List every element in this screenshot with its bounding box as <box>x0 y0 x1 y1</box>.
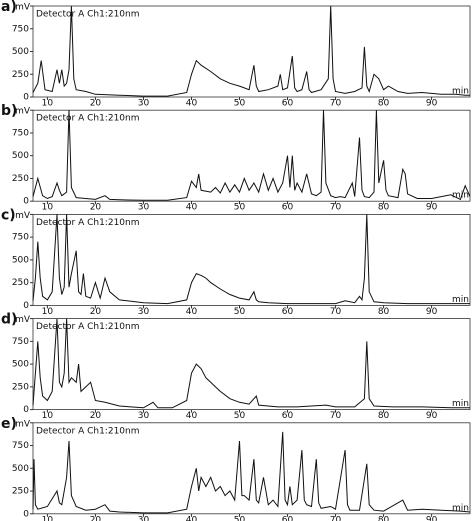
x-tick-label: 30 <box>138 203 150 213</box>
x-axis-label: min <box>452 503 469 513</box>
x-axis-label: min <box>452 87 469 97</box>
x-tick-label: 20 <box>90 411 102 421</box>
y-tick-label: 250 <box>12 70 29 80</box>
y-axis-label: mV <box>15 211 31 221</box>
x-tick-label: 50 <box>234 307 246 317</box>
y-tick-label: 0 <box>23 93 29 103</box>
x-tick-label: 50 <box>234 411 246 421</box>
y-axis-label: mV <box>15 3 31 13</box>
y-axis-label: mV <box>15 107 31 117</box>
y-tick-label: 500 <box>12 464 29 474</box>
trace <box>32 214 470 305</box>
x-tick-label: 70 <box>330 99 342 109</box>
plot-frame <box>32 318 471 411</box>
x-tick-label: 50 <box>234 515 246 521</box>
y-tick-label: 750 <box>12 128 29 138</box>
x-tick-label: 10 <box>42 307 54 317</box>
x-tick-label: 90 <box>426 203 438 213</box>
y-tick-label: 500 <box>12 47 29 57</box>
x-tick-label: 70 <box>330 411 342 421</box>
trace <box>32 431 471 514</box>
trace <box>32 110 471 201</box>
x-tick-label: 30 <box>138 515 150 521</box>
y-tick-label: 0 <box>23 197 29 207</box>
y-tick-label: 750 <box>12 337 29 347</box>
annotation: Detector A Ch1:210nm <box>36 10 140 20</box>
annotation: Detector A Ch1:210nm <box>36 322 140 332</box>
panel-label: c) <box>1 207 16 223</box>
panel-label: b) <box>1 103 17 119</box>
y-tick-label: 750 <box>12 233 29 243</box>
y-tick-label: 500 <box>12 255 29 265</box>
y-tick-label: 250 <box>12 174 29 184</box>
trace <box>32 318 470 409</box>
y-tick-label: 500 <box>12 360 29 370</box>
x-tick-label: 60 <box>282 515 294 521</box>
y-tick-label: 250 <box>12 487 29 497</box>
y-tick-label: 0 <box>23 405 29 415</box>
y-tick-label: 250 <box>12 382 29 392</box>
x-tick-label: 10 <box>42 99 54 109</box>
panel-label: a) <box>1 0 17 15</box>
x-tick-label: 40 <box>186 307 198 317</box>
annotation: Detector A Ch1:210nm <box>36 218 140 228</box>
y-axis-label: mV <box>15 419 31 429</box>
x-tick-label: 90 <box>426 411 438 421</box>
trace <box>32 5 470 97</box>
x-tick-label: 50 <box>234 203 246 213</box>
x-tick-label: 80 <box>378 307 390 317</box>
x-tick-label: 80 <box>378 411 390 421</box>
panel-label: d) <box>1 312 17 328</box>
x-tick-label: 40 <box>186 411 198 421</box>
y-tick-label: 0 <box>23 301 29 311</box>
x-axis-label: min <box>452 191 469 201</box>
x-tick-label: 30 <box>138 99 150 109</box>
x-tick-label: 40 <box>186 99 198 109</box>
x-axis-label: min <box>452 399 469 409</box>
y-tick-label: 750 <box>12 24 29 34</box>
y-tick-label: 250 <box>12 278 29 288</box>
x-tick-label: 80 <box>378 99 390 109</box>
panel-label: e) <box>1 416 17 432</box>
y-tick-label: 750 <box>12 441 29 451</box>
y-axis-label: mV <box>15 315 31 325</box>
x-tick-label: 90 <box>426 515 438 521</box>
x-tick-label: 20 <box>90 307 102 317</box>
x-tick-label: 10 <box>42 515 54 521</box>
x-tick-label: 30 <box>138 411 150 421</box>
x-tick-label: 90 <box>426 99 438 109</box>
x-axis-label: min <box>452 295 469 305</box>
x-tick-label: 70 <box>330 307 342 317</box>
y-tick-label: 0 <box>23 509 29 519</box>
x-tick-label: 10 <box>42 411 54 421</box>
y-tick-label: 500 <box>12 151 29 161</box>
x-tick-label: 90 <box>426 307 438 317</box>
x-tick-label: 60 <box>282 203 294 213</box>
x-tick-label: 20 <box>90 515 102 521</box>
x-tick-label: 60 <box>282 307 294 317</box>
x-tick-label: 40 <box>186 515 198 521</box>
annotation: Detector A Ch1:210nm <box>36 114 140 124</box>
x-tick-label: 10 <box>42 203 54 213</box>
x-tick-label: 40 <box>186 203 198 213</box>
x-tick-label: 50 <box>234 99 246 109</box>
annotation: Detector A Ch1:210nm <box>36 426 140 436</box>
x-tick-label: 60 <box>282 99 294 109</box>
x-tick-label: 30 <box>138 307 150 317</box>
x-tick-label: 80 <box>378 203 390 213</box>
x-tick-label: 20 <box>90 99 102 109</box>
x-tick-label: 20 <box>90 203 102 213</box>
x-tick-label: 60 <box>282 411 294 421</box>
x-tick-label: 70 <box>330 515 342 521</box>
plot-frame <box>32 422 471 515</box>
plot-frame <box>32 5 471 98</box>
x-tick-label: 80 <box>378 515 390 521</box>
x-tick-label: 70 <box>330 203 342 213</box>
